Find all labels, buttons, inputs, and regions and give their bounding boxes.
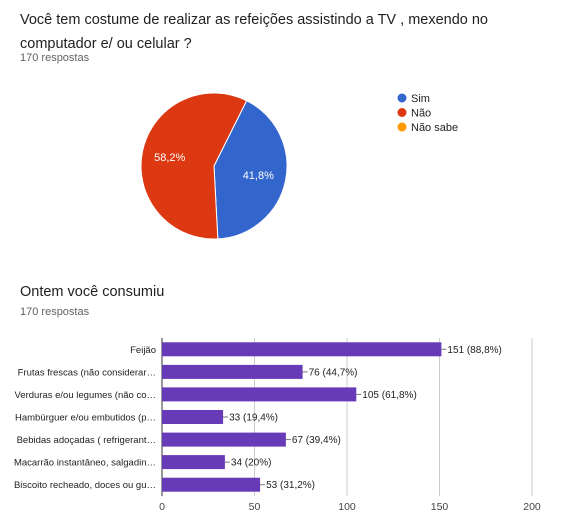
data-label-6: 53 (31,2%) [266,480,315,491]
data-label-0: 151 (88,8%) [447,345,501,356]
category-label-2: Verduras e/ou legumes (não co… [14,390,156,401]
x-tick-label-4: 200 [523,501,541,513]
bar-4 [162,432,286,447]
bar-0 [162,342,442,357]
bar-2 [162,387,357,402]
data-label-5: 34 (20%) [231,458,272,469]
x-tick-label-3: 150 [431,501,449,513]
category-label-0: Feijão [130,345,156,356]
pie-slice-label-1: 58,2% [154,152,185,164]
question-2-response-count: 170 respostas [20,306,90,318]
data-label-2: 105 (61,8%) [362,390,416,401]
question-1-title: Você tem costume de realizar as refeiçõe… [20,12,489,52]
legend-label-1: Não [411,108,431,120]
pie-slice-0 [213,100,288,240]
data-label-3: 33 (19,4%) [229,413,278,424]
legend-marker-2 [397,122,407,132]
pie-slice-1 [140,92,248,240]
legend-marker-1 [397,108,407,117]
bar-5 [162,455,225,470]
data-label-4: 67 (39,4%) [292,435,341,446]
legend-label-2: Não sabe [411,122,458,134]
x-tick-label-1: 50 [249,501,261,513]
legend-label-0: Sim [411,93,430,105]
bar-3 [162,410,224,424]
category-label-4: Bebidas adoçadas ( refrigerant… [17,435,156,446]
bar-1 [162,364,303,379]
data-label-1: 76 (44,7%) [309,367,358,378]
category-label-6: Biscoito recheado, doces ou gu… [14,480,156,491]
x-tick-label-0: 0 [159,501,165,513]
category-label-5: Macarrão instantâneo, salgadin… [14,458,156,469]
bar-6 [162,477,261,492]
category-label-3: Hambúrguer e/ou embutidos (p… [15,413,156,424]
pie-slice-label-0: 41,8% [243,170,274,182]
legend-marker-0 [397,93,407,103]
x-tick-label-2: 100 [338,501,356,513]
category-label-1: Frutas frescas (não considerar… [18,367,156,378]
question-2-title: Ontem você consumiu [20,284,165,300]
question-1-response-count: 170 respostas [20,52,90,64]
